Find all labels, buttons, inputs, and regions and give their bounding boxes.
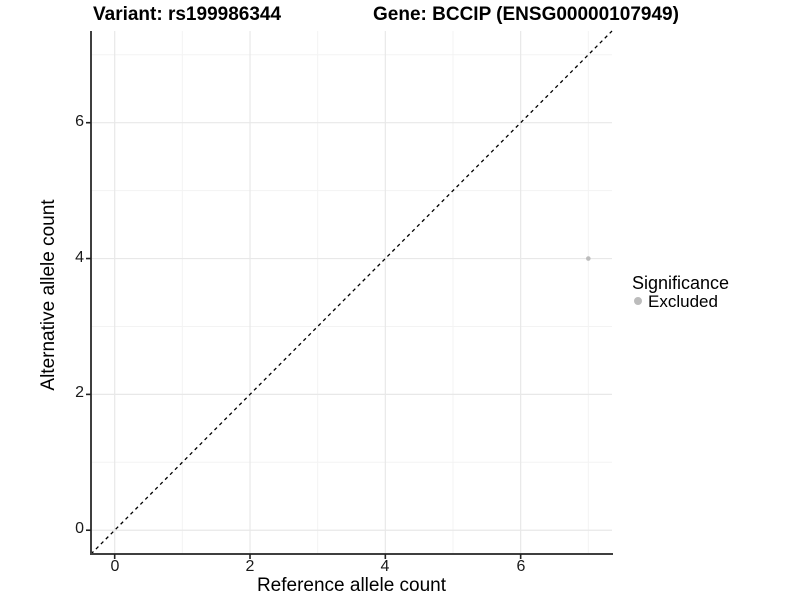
y-tick-label: 6: [75, 113, 84, 130]
panel-background: [91, 31, 612, 554]
x-tick-label: 6: [516, 558, 526, 575]
x-tick-label: 2: [245, 558, 255, 575]
y-tick-label: 4: [75, 249, 84, 266]
x-axis-title: Reference allele count: [256, 575, 447, 596]
legend-item-excluded: Excluded: [648, 292, 718, 311]
y-tick-label: 0: [75, 520, 84, 537]
y-axis-title: Alternative allele count: [38, 199, 59, 391]
x-tick-label: 4: [380, 558, 390, 575]
plot-title-variant: Variant: rs199986344: [93, 4, 282, 25]
y-tick-label: 2: [75, 384, 84, 401]
legend-key-dot-icon: [634, 297, 642, 305]
legend-title: Significance: [632, 273, 730, 293]
data-point: [586, 256, 591, 261]
plot-title-gene: Gene: BCCIP (ENSG00000107949): [373, 4, 679, 25]
x-tick-label: 0: [110, 558, 120, 575]
